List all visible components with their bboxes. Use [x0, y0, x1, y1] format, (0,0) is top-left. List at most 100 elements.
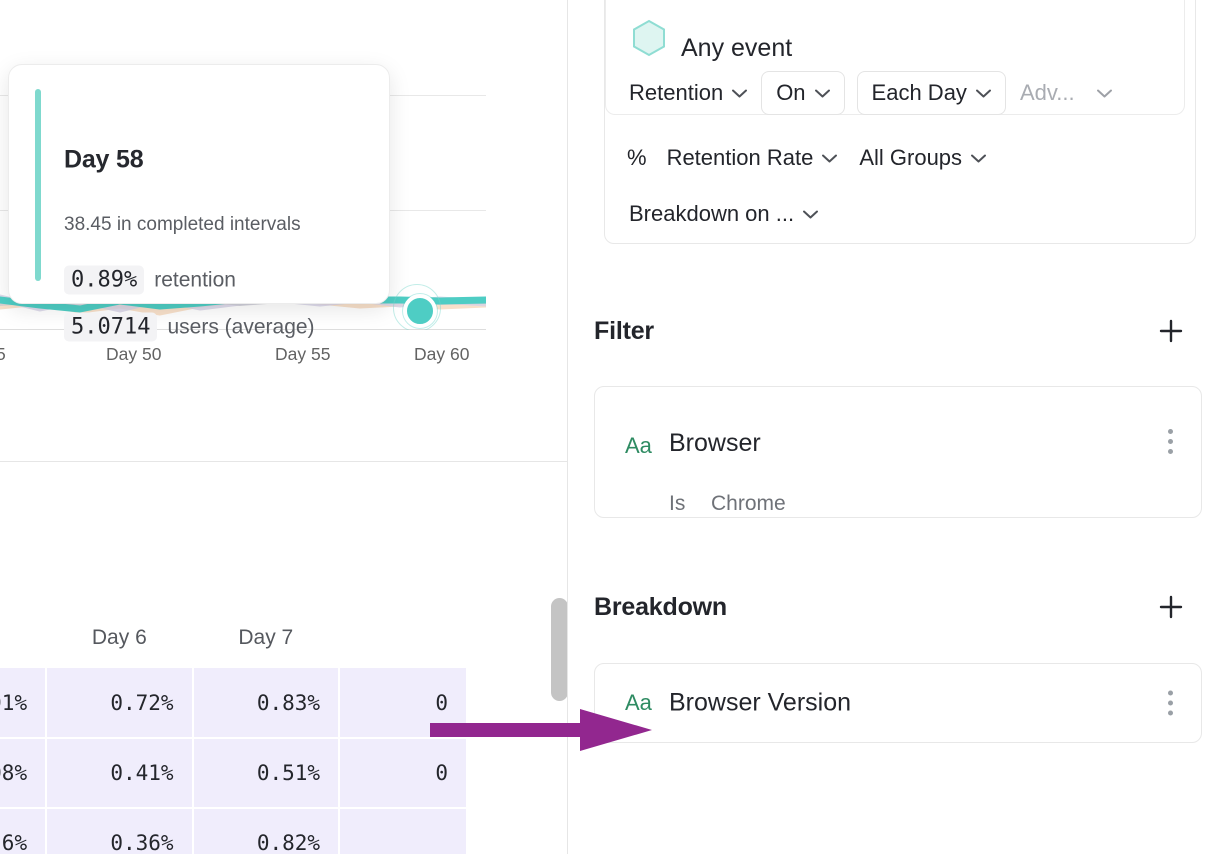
control-retention-rate[interactable]: Retention Rate	[665, 137, 840, 179]
hexagon-icon	[633, 19, 665, 57]
control-retention[interactable]: Retention	[627, 72, 749, 114]
table-cell: 1.08%	[0, 738, 48, 809]
control-advanced-label: Adv...	[1019, 80, 1075, 105]
chevron-down-icon	[971, 154, 987, 162]
table-column-header[interactable]	[339, 608, 467, 668]
right-panel: Any event Retention On Each Day Adv...	[568, 0, 1222, 854]
kebab-dot	[1168, 700, 1173, 706]
tooltip-retention-label: retention	[154, 268, 236, 291]
chevron-down-icon	[1096, 89, 1112, 97]
breakdown-item-browser-version[interactable]: Aa Browser Version	[594, 663, 1202, 743]
table-cell: 0.82%	[192, 808, 341, 854]
table-cell: 0.41%	[46, 738, 194, 809]
chart-tooltip: Day 58 38.45 in completed intervals 0.89…	[8, 64, 390, 342]
kebab-dot	[1168, 439, 1173, 444]
table-cell	[339, 808, 468, 854]
filter-item-menu-button[interactable]	[1168, 429, 1173, 454]
chevron-down-icon	[814, 89, 830, 97]
x-tick-label: Day 55	[275, 344, 331, 364]
annotation-arrow-icon	[430, 709, 652, 751]
table-cell: 0.91%	[0, 668, 48, 739]
metric-row: % Retention Rate All Groups	[627, 137, 988, 179]
breakdown-property-name: Browser Version	[669, 688, 852, 717]
control-each-day-label: Each Day	[871, 80, 967, 105]
control-all-groups[interactable]: All Groups	[857, 137, 988, 179]
hover-point[interactable]	[403, 294, 437, 328]
left-pane: 5 Day 50 Day 55 Day 60 Day 58 38.45 in c…	[0, 0, 568, 854]
kebab-dot	[1168, 690, 1173, 696]
control-on-label: On	[776, 80, 806, 105]
table-row: 0.91% 0.72% 0.83% 0	[0, 668, 468, 739]
table-header-row: Day 5 Day 6 Day 7	[0, 608, 467, 668]
tooltip-users-label: users (average)	[167, 315, 315, 338]
tooltip-retention-value: 0.89%	[64, 265, 145, 295]
filter-heading: Filter	[594, 316, 654, 345]
event-controls-row: Retention On Each Day Adv...	[627, 71, 1114, 115]
breakdown-on-row: Breakdown on ...	[627, 193, 820, 235]
kebab-dot	[1168, 710, 1173, 716]
x-axis-tick-labels: 5 Day 50 Day 55 Day 60	[0, 344, 568, 372]
retention-table[interactable]: Day 5 Day 6 Day 7 0.91% 0.72% 0.83% 0 1.…	[0, 462, 568, 854]
tooltip-accent-bar	[35, 89, 41, 281]
table-cell: 0	[339, 668, 468, 739]
table-cell: 0.83%	[192, 668, 341, 739]
table-column-header[interactable]: Day 6	[46, 608, 193, 668]
control-on[interactable]: On	[761, 71, 845, 115]
x-tick-label: 5	[0, 344, 6, 364]
tooltip-subtitle: 38.45 in completed intervals	[64, 214, 301, 235]
retention-chart[interactable]: 5 Day 50 Day 55 Day 60 Day 58 38.45 in c…	[0, 0, 568, 462]
kebab-dot	[1168, 429, 1173, 434]
text-type-icon: Aa	[625, 690, 652, 715]
tooltip-users-value: 5.0714	[64, 312, 158, 342]
plus-icon	[1159, 319, 1183, 343]
table-row: 1.08% 0.41% 0.51% 0	[0, 738, 468, 809]
chevron-down-icon	[803, 210, 819, 218]
percent-icon: %	[627, 145, 647, 170]
filter-item-browser[interactable]: Aa Browser Is Chrome	[594, 386, 1202, 518]
x-tick-label: Day 50	[106, 344, 162, 364]
text-type-icon: Aa	[625, 433, 652, 458]
chevron-down-icon	[732, 89, 748, 97]
breakdown-item-menu-button[interactable]	[1168, 690, 1173, 716]
add-breakdown-button[interactable]	[1156, 592, 1186, 622]
x-axis-line	[0, 329, 486, 330]
table-cell: 0.72%	[46, 668, 194, 739]
filter-section-header: Filter	[594, 316, 1186, 346]
tooltip-users-row: 5.0714 users (average)	[64, 312, 315, 342]
control-breakdown-on-label: Breakdown on ...	[629, 201, 795, 226]
filter-property-name: Browser	[669, 429, 761, 457]
pane-divider	[567, 0, 568, 854]
table-column-header[interactable]: Day 5	[0, 608, 47, 668]
filter-value[interactable]: Chrome	[711, 492, 786, 515]
table-cell: 0.51%	[192, 738, 341, 809]
control-retention-label: Retention	[629, 80, 724, 105]
table-scrollbar-track[interactable]	[548, 590, 568, 854]
control-all-groups-label: All Groups	[859, 145, 963, 170]
breakdown-section-header: Breakdown	[594, 592, 1186, 622]
chevron-down-icon	[822, 154, 838, 162]
table-cell: 0	[339, 738, 468, 809]
tooltip-title: Day 58	[64, 145, 144, 174]
add-filter-button[interactable]	[1156, 316, 1186, 346]
x-tick-label: Day 60	[414, 344, 470, 364]
section-divider	[0, 461, 568, 462]
event-config-card: Any event Retention On Each Day Adv...	[604, 0, 1196, 244]
table-row: 0.6% 0.36% 0.82%	[0, 808, 468, 854]
table-cell: 0.6%	[0, 808, 48, 854]
control-advanced[interactable]: Adv...	[1018, 72, 1114, 114]
hover-point-ring	[393, 284, 441, 330]
table-scrollbar-thumb[interactable]	[551, 598, 568, 701]
retention-table-grid: Day 5 Day 6 Day 7 0.91% 0.72% 0.83% 0 1.…	[0, 608, 468, 854]
filter-operator: Is	[669, 492, 686, 515]
event-title[interactable]: Any event	[681, 34, 793, 62]
plus-icon	[1159, 595, 1183, 619]
tooltip-retention-row: 0.89% retention	[64, 265, 236, 295]
control-breakdown-on[interactable]: Breakdown on ...	[627, 193, 820, 235]
control-each-day[interactable]: Each Day	[856, 71, 1006, 115]
table-column-header[interactable]: Day 7	[192, 608, 340, 668]
breakdown-heading: Breakdown	[594, 592, 727, 621]
chevron-down-icon	[975, 89, 991, 97]
kebab-dot	[1168, 449, 1173, 454]
table-cell: 0.36%	[46, 808, 194, 854]
